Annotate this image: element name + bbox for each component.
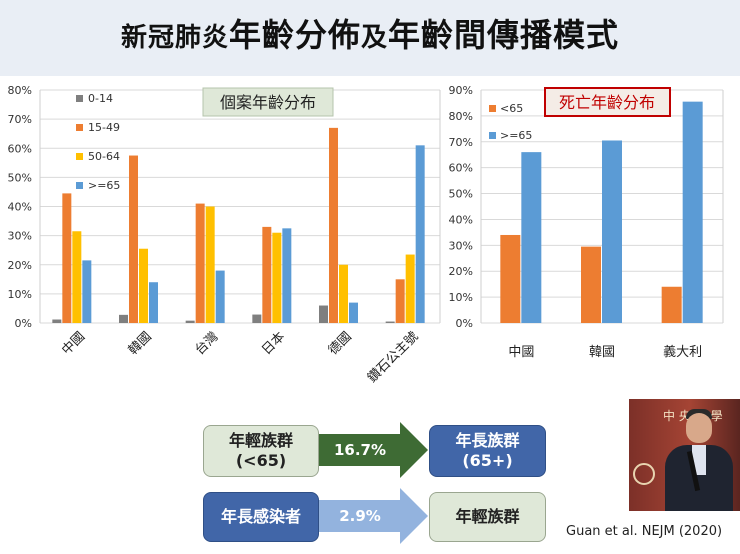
legend-swatch [76, 124, 83, 131]
title-part-4: 年齡間傳播模式 [388, 16, 620, 54]
legend-label: 50-64 [88, 150, 120, 163]
bar-0-14-鑽石公主號 [385, 321, 395, 323]
legend-label: >=65 [88, 179, 120, 192]
old-to-young-percent: 2.9% [339, 507, 381, 525]
slide-title: 新冠肺炎年齡分佈及年齡間傳播模式 [0, 10, 740, 56]
category-label: 中國 [59, 329, 88, 358]
university-seal-icon [633, 463, 655, 485]
bar-0-14-台灣 [185, 320, 195, 323]
y-tick-label: 90% [449, 84, 473, 97]
title-part-3: 及 [361, 23, 389, 53]
legend-swatch [76, 95, 83, 102]
bar-<65-中國 [500, 234, 521, 323]
y-tick-label: 70% [449, 136, 473, 149]
y-tick-label: 30% [8, 230, 32, 243]
bar-15-49-鑽石公主號 [395, 279, 405, 323]
bar->=65-韓國 [602, 140, 622, 323]
bar->=65-韓國 [149, 282, 158, 323]
death-age-chart: 0% 10% 20% 30% 40% 50% 60% 70% 80% 90% 中國 韓國 義大利 <65 >… [449, 84, 724, 360]
speaker-video-thumbnail: 中 央 大 學 [629, 399, 740, 511]
title-part-2: 年齡分佈 [228, 16, 361, 54]
bar-<65-義大利 [661, 286, 682, 323]
bar-15-49-中國 [62, 193, 72, 323]
legend-label: <65 [500, 102, 523, 115]
chart1-title: 個案年齡分布 [220, 93, 316, 112]
category-label: 韓國 [126, 329, 155, 358]
flow-arrows [318, 422, 428, 544]
legend-label: >=65 [500, 129, 532, 142]
bar-15-49-台灣 [195, 203, 205, 323]
y-tick-label: 50% [449, 188, 473, 201]
y-tick-label: 0% [456, 317, 473, 330]
bar-0-14-中國 [52, 319, 62, 323]
title-part-1: 新冠肺炎 [120, 23, 229, 53]
age-distribution-chart: 0% 10% 20% 30% 40% 50% 60% 70% 80% 中國 韓國 台灣 日本 德國 鑽石公主… [8, 84, 441, 386]
chart2-title: 死亡年齡分布 [559, 93, 655, 112]
arrow-young-to-old [318, 422, 428, 478]
bar-0-14-韓國 [119, 314, 128, 323]
y-tick-label: 80% [8, 84, 32, 97]
chart1-title-box [202, 87, 334, 117]
category-label: 韓國 [589, 345, 615, 360]
chart2-title-box [544, 87, 671, 117]
bar->=65-鑽石公主號 [415, 145, 425, 323]
y-tick-label: 60% [449, 162, 473, 175]
category-label: 日本 [259, 329, 288, 358]
bar-15-49-韓國 [129, 155, 138, 323]
y-tick-label: 70% [8, 113, 32, 126]
bar-<65-韓國 [581, 246, 601, 323]
y-tick-label: 60% [8, 142, 32, 155]
bar->=65-日本 [282, 228, 292, 323]
young-group-box-2: 年輕族群 [429, 492, 546, 542]
elder-group-box: 年長族群 (65+) [429, 425, 546, 477]
y-tick-label: 10% [449, 291, 473, 304]
category-label: 德國 [326, 329, 355, 358]
bar->=65-中國 [521, 152, 542, 323]
bar-50-64-鑽石公主號 [405, 254, 415, 323]
bar-50-64-韓國 [139, 248, 148, 323]
bar->=65-台灣 [215, 270, 225, 323]
young-group-box: 年輕族群 (<65) [203, 425, 319, 477]
citation: Guan et al. NEJM (2020) [566, 524, 723, 539]
arrow-old-to-young [318, 488, 428, 544]
legend-swatch [489, 105, 496, 112]
category-label: 義大利 [663, 344, 702, 360]
bar-15-49-日本 [262, 226, 272, 323]
bar-0-14-德國 [319, 305, 328, 323]
bar-50-64-德國 [339, 264, 348, 323]
y-tick-label: 20% [449, 265, 473, 278]
legend-swatch [489, 132, 496, 139]
bar-0-14-日本 [252, 314, 262, 323]
legend-label: 15-49 [88, 121, 120, 134]
bar-15-49-德國 [329, 127, 338, 323]
elder-infected-box: 年長感染者 [203, 492, 319, 542]
legend-label: 0-14 [88, 92, 113, 105]
y-tick-label: 40% [8, 201, 32, 214]
bar->=65-中國 [82, 260, 92, 323]
category-label: 台灣 [192, 329, 221, 358]
speaker-head [686, 413, 712, 443]
title-band [0, 0, 740, 76]
bar-50-64-中國 [72, 231, 82, 323]
bar-50-64-日本 [272, 232, 282, 323]
category-label: 鑽石公主號 [364, 329, 421, 386]
y-tick-label: 0% [15, 317, 32, 330]
y-tick-label: 50% [8, 171, 32, 184]
legend-swatch [76, 153, 83, 160]
y-tick-label: 10% [8, 288, 32, 301]
y-tick-label: 30% [449, 239, 473, 252]
legend-swatch [76, 182, 83, 189]
bar->=65-德國 [349, 302, 358, 323]
bar-50-64-台灣 [205, 206, 215, 323]
y-tick-label: 80% [449, 110, 473, 123]
category-label: 中國 [508, 345, 534, 360]
y-tick-label: 20% [8, 259, 32, 272]
young-to-old-percent: 16.7% [333, 441, 387, 459]
bar->=65-義大利 [682, 101, 703, 324]
y-tick-label: 40% [449, 213, 473, 226]
